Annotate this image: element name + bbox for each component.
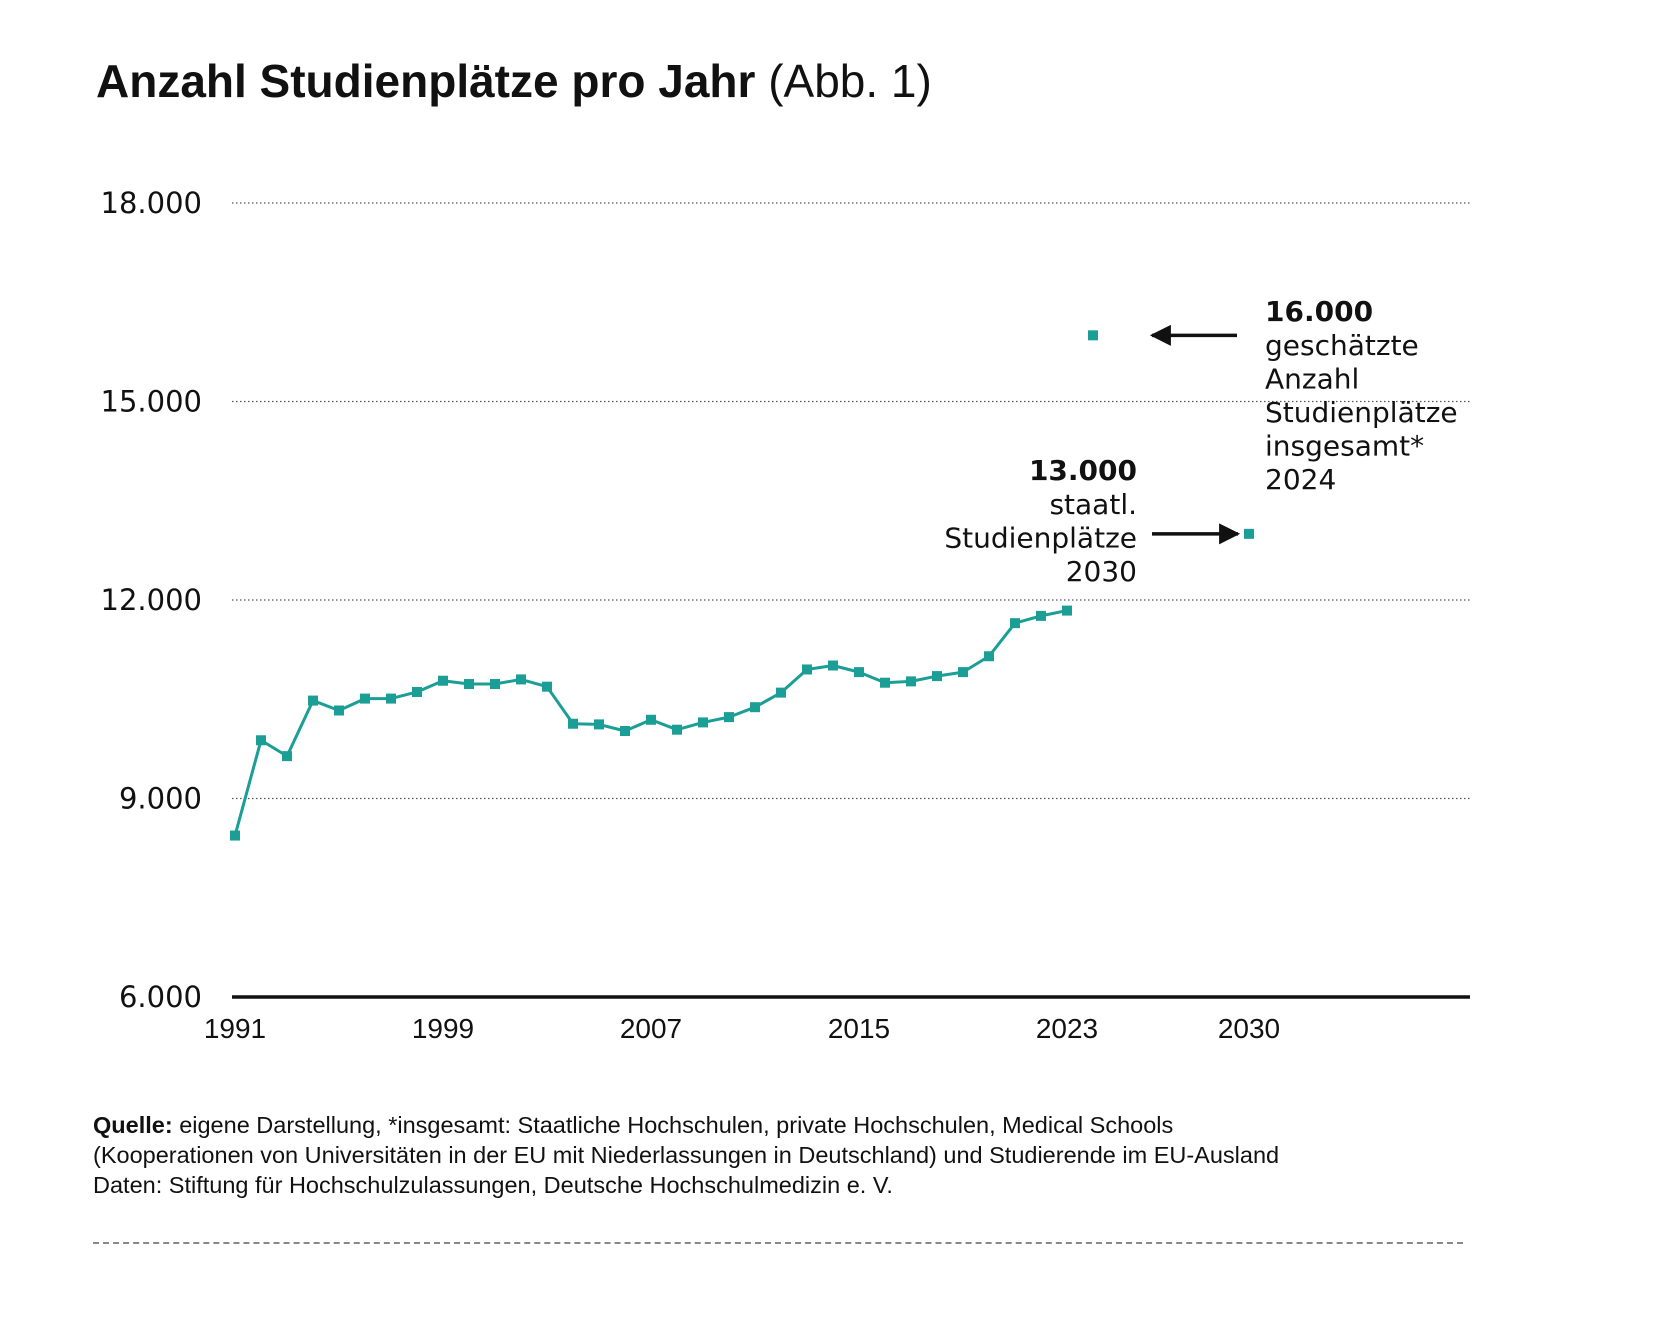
data-point-2024 [1088, 330, 1098, 341]
chart-title-main: Anzahl Studienplätze pro Jahr [96, 55, 756, 107]
line-chart: 6.000 9.000 12.000 15.000 18.000 1991 1999 200… [101, 186, 1470, 1044]
data-point [672, 724, 682, 735]
footer-line-1: Quelle: eigene Darstellung, *insgesamt: … [93, 1110, 1493, 1140]
data-point [568, 718, 578, 729]
data-point [1010, 618, 1020, 629]
data-point [646, 714, 656, 725]
data-point [230, 830, 240, 841]
annotations: 16.000geschätzteAnzahlStudienplätzeinsge… [944, 295, 1457, 588]
data-point [594, 719, 604, 730]
data-point [880, 677, 890, 688]
annotation-2024-line: Anzahl [1265, 363, 1359, 396]
annotation-2030-line: 2030 [1066, 555, 1137, 588]
data-point [256, 735, 266, 746]
data-point [412, 686, 422, 697]
data-point [828, 660, 838, 671]
y-tick-label: 15.000 [101, 385, 202, 419]
data-point [516, 674, 526, 685]
annotation-2024-line: Studienplätze [1265, 396, 1458, 429]
data-point [282, 751, 292, 762]
y-tick-label: 18.000 [101, 186, 202, 220]
annotation-2030-line: Studienplätze [944, 522, 1137, 555]
data-point [854, 667, 864, 678]
data-point [438, 675, 448, 686]
data-point [334, 705, 344, 716]
x-tick-label: 2023 [1036, 1013, 1098, 1044]
footer-divider [93, 1242, 1463, 1244]
data-point [750, 702, 760, 713]
grid-lines [232, 202, 1470, 999]
y-tick-label: 12.000 [101, 583, 202, 617]
data-point [958, 667, 968, 678]
source-text: eigene Darstellung, *insgesamt: Staatlic… [172, 1112, 1174, 1138]
data-point [620, 726, 630, 737]
data-point [542, 681, 552, 692]
data-point [724, 712, 734, 723]
series [230, 605, 1072, 841]
data-point [464, 679, 474, 690]
data-point-2030 [1244, 528, 1254, 539]
annotation-2024-value: 16.000 [1265, 295, 1373, 328]
data-point [906, 676, 916, 687]
data-point [308, 695, 318, 706]
data-point [776, 687, 786, 698]
y-axis-ticks: 6.000 9.000 12.000 15.000 18.000 [101, 186, 202, 1014]
data-point [984, 651, 994, 662]
chart-title: Anzahl Studienplätze pro Jahr (Abb. 1) [96, 54, 932, 108]
x-tick-label: 1991 [204, 1013, 266, 1044]
footer-line-3: Daten: Stiftung für Hochschulzulassungen… [93, 1172, 893, 1198]
x-tick-label: 2007 [620, 1013, 682, 1044]
data-point [802, 664, 812, 675]
data-point [1062, 605, 1072, 616]
x-tick-label: 2015 [828, 1013, 890, 1044]
x-tick-label: 2030 [1218, 1013, 1280, 1044]
annotation-2024-line: 2024 [1265, 463, 1336, 496]
y-tick-label: 6.000 [119, 980, 202, 1014]
chart-title-suffix: (Abb. 1) [768, 55, 932, 107]
data-point [932, 671, 942, 682]
x-axis-ticks: 1991 1999 2007 2015 2023 2030 [204, 1013, 1280, 1044]
source-label: Quelle: [93, 1112, 173, 1138]
data-point [490, 679, 500, 690]
annotation-2024-line: geschätzte [1265, 329, 1419, 362]
data-point [360, 693, 370, 704]
data-point [698, 717, 708, 728]
annotation-2030-line: staatl. [1049, 488, 1137, 521]
data-point [1036, 610, 1046, 621]
x-tick-label: 1999 [412, 1013, 474, 1044]
footer-line-2: (Kooperationen von Universitäten in der … [93, 1142, 1280, 1168]
y-tick-label: 9.000 [119, 782, 202, 816]
annotation-2024-line: insgesamt* [1265, 430, 1424, 463]
data-point [386, 693, 396, 704]
chart-footer: Quelle: eigene Darstellung, *insgesamt: … [93, 1110, 1493, 1200]
annotation-2030-value: 13.000 [1029, 454, 1137, 487]
